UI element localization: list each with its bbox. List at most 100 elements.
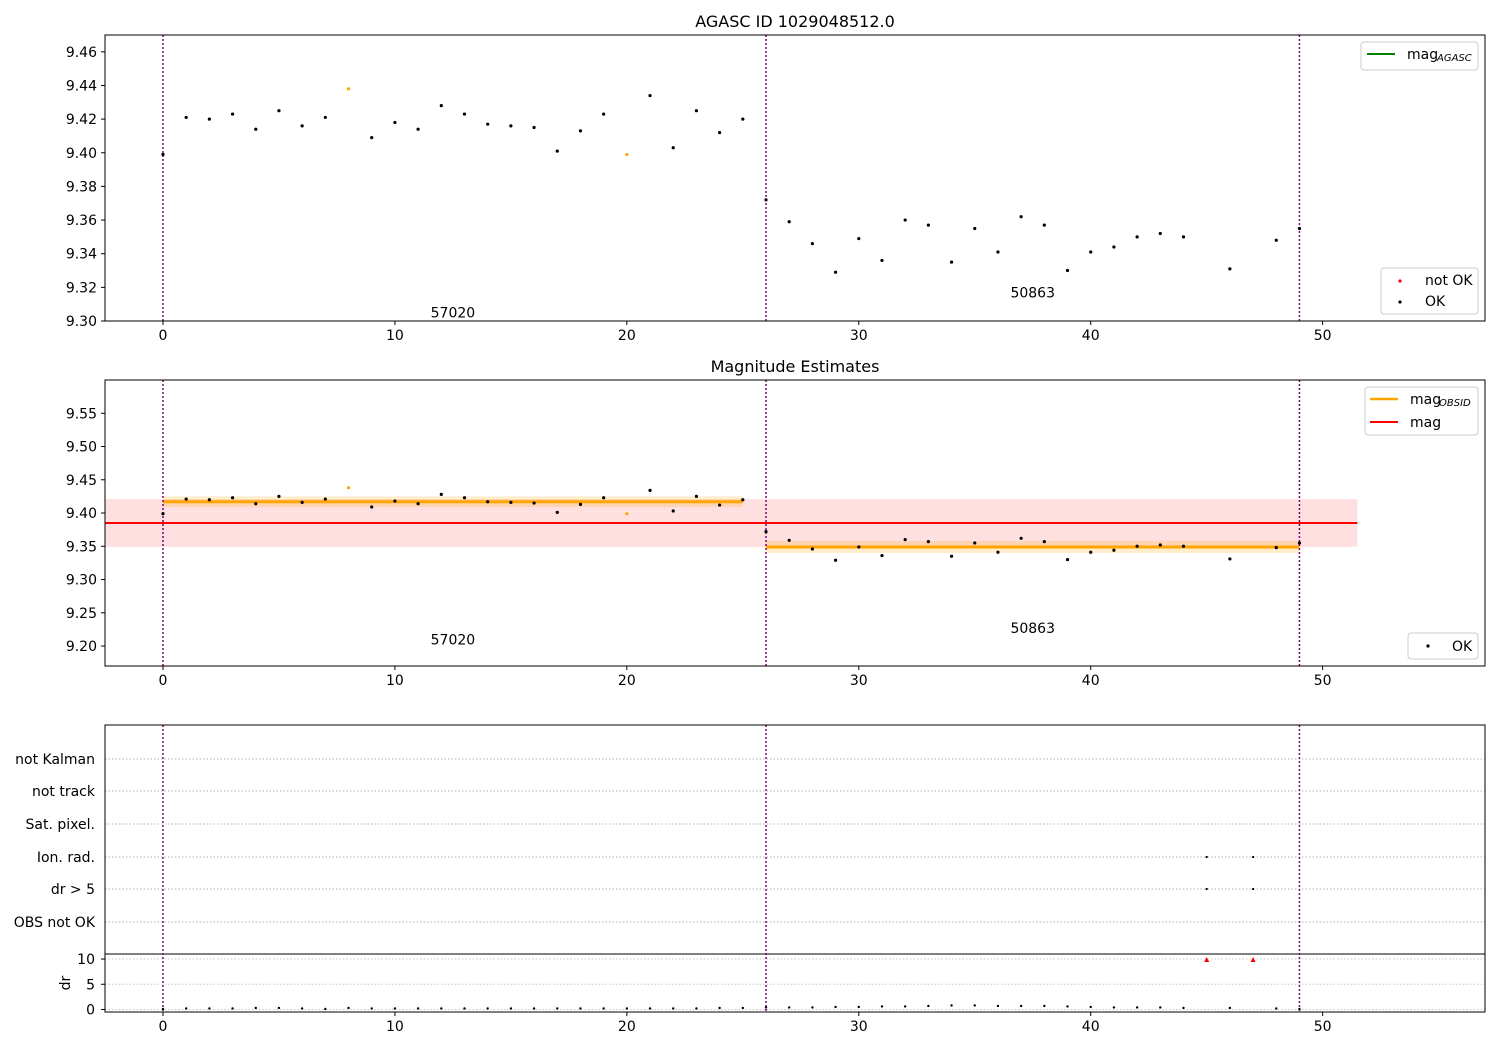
data-point <box>161 152 165 157</box>
data-point <box>903 218 907 222</box>
dr-point <box>672 1007 675 1010</box>
panel-3-plot-area: not Kalman not track Sat. pixel. Ion. rad. d… <box>14 724 1486 1035</box>
data-point <box>300 124 304 128</box>
x-tick-label: 40 <box>1082 673 1100 689</box>
data-point <box>1181 235 1186 239</box>
data-point <box>1135 235 1139 239</box>
y-tick-label: 9.32 <box>66 280 97 296</box>
legend-box <box>1360 41 1479 71</box>
data-point <box>323 497 327 501</box>
dr-point <box>996 1004 1000 1008</box>
dr-point <box>811 1006 814 1009</box>
dr-point <box>1043 1004 1046 1008</box>
data-point <box>949 554 954 558</box>
data-point <box>416 127 420 131</box>
y-tick-label: 9.55 <box>66 406 97 422</box>
dr-point <box>903 1005 907 1008</box>
dr-point <box>231 1007 234 1010</box>
data-point <box>393 499 397 503</box>
dr-point <box>1228 1006 1232 1010</box>
panel-2-title: Magnitude Estimates <box>711 357 880 376</box>
legend-marker-ok <box>1426 644 1430 648</box>
flag-point <box>1251 855 1255 859</box>
panel-agasc-magnitude: AGASC ID 1029048512.0 57020 50863 0 10 20 30 4… <box>66 12 1486 344</box>
data-point <box>602 112 606 116</box>
data-point <box>764 530 768 534</box>
data-point <box>578 502 583 506</box>
data-point <box>1089 550 1093 554</box>
legend-label-mag-agasc: mag <box>1407 47 1438 63</box>
data-point <box>973 541 977 545</box>
data-point <box>532 125 536 130</box>
dr-point <box>532 1007 536 1010</box>
data-point <box>833 558 838 562</box>
data-point <box>787 538 791 542</box>
panel-2-plot-area: 57020 50863 0 10 20 30 40 50 9.20 9.25 9.30 9.35 9.4… <box>66 379 1486 689</box>
dr-point <box>463 1007 466 1010</box>
dr-point <box>1135 1006 1139 1009</box>
y-tick-label: 9.30 <box>66 314 97 330</box>
dr-point <box>625 1007 629 1010</box>
data-point <box>486 122 490 126</box>
y-tick-label: 9.38 <box>66 179 97 195</box>
dr-point-flagged <box>1204 957 1210 963</box>
dr-point <box>324 1007 327 1011</box>
data-point <box>1089 250 1093 254</box>
data-point <box>184 497 188 501</box>
x-tick-label: 40 <box>1082 328 1100 344</box>
dr-point <box>300 1007 304 1010</box>
obsid-label: 57020 <box>431 306 476 322</box>
dr-tick-label: 0 <box>86 1002 95 1018</box>
data-point <box>346 486 351 490</box>
y-tick-label: 9.20 <box>66 639 97 655</box>
data-point <box>949 260 954 264</box>
dr-point <box>556 1007 559 1010</box>
data-point <box>671 509 675 513</box>
data-point <box>1158 543 1162 547</box>
flag-label: Sat. pixel. <box>26 817 95 833</box>
data-point <box>764 198 768 202</box>
legend-box <box>1407 632 1479 660</box>
data-point <box>973 226 977 231</box>
data-point <box>184 115 188 120</box>
data-point <box>509 124 513 128</box>
panel-1-legend-lower: not OK OK <box>1380 267 1479 315</box>
data-point <box>393 120 397 125</box>
dr-axis-label: dr <box>58 975 74 990</box>
data-point <box>532 501 536 505</box>
dr-point <box>718 1006 721 1010</box>
panel-flags-and-dr: not Kalman not track Sat. pixel. Ion. rad. d… <box>14 724 1486 1035</box>
data-point <box>1274 546 1278 550</box>
data-point <box>1019 215 1023 219</box>
data-point <box>718 503 722 507</box>
axes-frame <box>104 724 1486 1013</box>
data-point <box>439 104 443 108</box>
x-tick-label: 10 <box>386 328 404 344</box>
panel-2-legend-upper: mag OBSID mag <box>1364 386 1479 436</box>
dr-point <box>1066 1005 1069 1008</box>
dr-point <box>416 1007 420 1010</box>
dr-point <box>486 1007 489 1010</box>
data-point <box>462 496 467 500</box>
dr-point <box>440 1007 443 1010</box>
dr-point <box>184 1007 188 1010</box>
legend-label-ok: OK <box>1452 639 1473 655</box>
legend-box <box>1380 267 1479 315</box>
dr-point <box>764 1006 768 1009</box>
y-tick-label: 9.25 <box>66 606 97 622</box>
flag-label: not Kalman <box>15 752 95 768</box>
data-point <box>996 550 1000 554</box>
data-point <box>625 152 629 157</box>
data-point <box>230 112 235 116</box>
dr-point <box>950 1004 953 1007</box>
x-tick-label: 30 <box>850 1019 868 1035</box>
x-tick-label: 0 <box>159 1019 168 1035</box>
data-point <box>416 502 420 506</box>
data-point <box>300 500 304 504</box>
dr-tick-label: 10 <box>77 952 95 968</box>
data-point <box>694 109 699 113</box>
flag-label: dr > 5 <box>51 882 95 898</box>
panel-2-legend-lower: OK <box>1407 632 1479 660</box>
data-point <box>1158 231 1162 236</box>
